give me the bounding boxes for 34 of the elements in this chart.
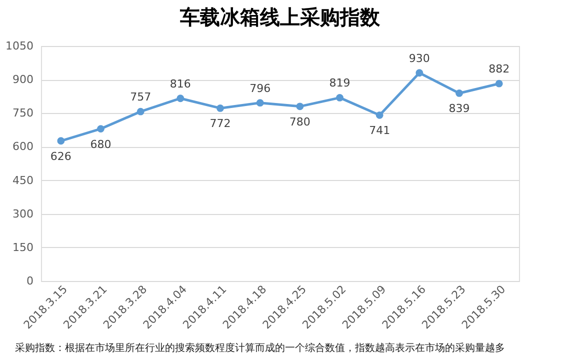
point	[216, 104, 224, 112]
point	[456, 90, 463, 97]
y-tick-label: 150	[12, 240, 34, 254]
text: 采购指数：根据在市场里所在行业的搜索频数程度计算而成的一个综合数值，指数越高表示在市场的采购量越多	[15, 342, 505, 354]
y-tick-label: 300	[12, 207, 34, 220]
data-label: 882	[488, 62, 510, 76]
data-label: 930	[408, 52, 430, 65]
data-label: 772	[210, 117, 231, 130]
y-tick-label: 450	[12, 174, 34, 187]
point	[336, 94, 344, 102]
data-label: 816	[170, 77, 191, 90]
point	[97, 125, 104, 133]
data-label: 757	[130, 90, 152, 104]
data-label: 796	[250, 82, 271, 95]
data-label: 741	[369, 124, 390, 138]
y-tick-label: 750	[12, 106, 34, 120]
point	[416, 69, 424, 77]
point	[495, 80, 503, 88]
y-tick-label: 600	[12, 140, 34, 154]
point	[136, 108, 144, 116]
point	[256, 99, 264, 107]
data-label: 819	[329, 76, 350, 90]
point	[57, 137, 65, 145]
y-tick-label: 900	[12, 73, 34, 86]
point	[376, 111, 384, 119]
data-label: 626	[50, 150, 72, 163]
y-tick-label: 0	[26, 274, 34, 288]
point	[176, 94, 184, 102]
y-tick-label: 1050	[6, 40, 34, 52]
data-label: 839	[448, 102, 470, 116]
data-label: 780	[289, 115, 310, 128]
point	[296, 102, 304, 110]
chart-title: 车载冰箱线上采购指数	[179, 5, 381, 29]
data-label: 680	[90, 138, 112, 151]
